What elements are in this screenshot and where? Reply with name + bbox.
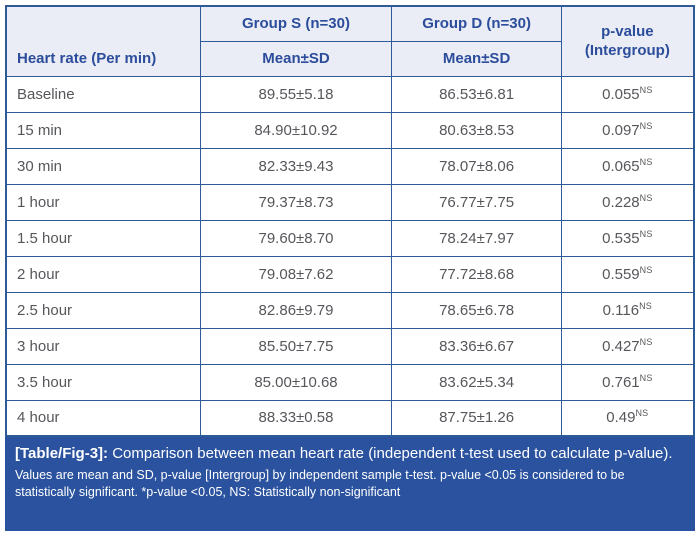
- group-d-value: 76.77±7.75: [391, 183, 562, 221]
- p-value-header-line1: p-value: [601, 22, 654, 40]
- ns-superscript: NS: [639, 156, 653, 167]
- p-value-cell: 0.116NS: [560, 291, 695, 329]
- p-value-cell: 0.49NS: [560, 399, 695, 437]
- ns-superscript: NS: [639, 336, 653, 347]
- p-value: 0.535: [602, 229, 640, 247]
- table-row-4hour: 4 hour 88.33±0.58 87.75±1.26 0.49NS: [5, 399, 695, 437]
- group-d-value: 77.72±8.68: [391, 255, 562, 293]
- group-s-value: 85.00±10.68: [199, 363, 393, 401]
- p-value: 0.228: [602, 193, 640, 211]
- ns-superscript: NS: [639, 84, 653, 95]
- group-d-value: 87.75±1.26: [391, 399, 562, 437]
- group-s-value: 79.60±8.70: [199, 219, 393, 257]
- group-s-value: 88.33±0.58: [199, 399, 393, 437]
- p-value: 0.559: [602, 265, 640, 283]
- p-value-cell: 0.761NS: [560, 363, 695, 401]
- row-label: 3 hour: [5, 327, 201, 365]
- ns-superscript: NS: [639, 192, 653, 203]
- caption-text: Comparison between mean heart rate (inde…: [108, 445, 673, 462]
- table-row-1hour: 1 hour 79.37±8.73 76.77±7.75 0.228NS: [5, 183, 695, 221]
- group-d-value: 78.24±7.97: [391, 219, 562, 257]
- table-row-1-5hour: 1.5 hour 79.60±8.70 78.24±7.97 0.535NS: [5, 219, 695, 257]
- group-d-value: 86.53±6.81: [391, 75, 562, 113]
- p-value-cell: 0.055NS: [560, 75, 695, 113]
- row-label: 1.5 hour: [5, 219, 201, 257]
- p-value-cell: 0.559NS: [560, 255, 695, 293]
- group-d-value: 83.62±5.34: [391, 363, 562, 401]
- table-row-baseline: Baseline 89.55±5.18 86.53±6.81 0.055NS: [5, 75, 695, 113]
- group-s-value: 85.50±7.75: [199, 327, 393, 365]
- row-label: 3.5 hour: [5, 363, 201, 401]
- group-s-value: 79.08±7.62: [199, 255, 393, 293]
- group-s-value: 82.33±9.43: [199, 147, 393, 185]
- column-header-heart-rate: Heart rate (Per min): [5, 5, 201, 77]
- p-value: 0.097: [602, 121, 640, 139]
- ns-superscript: NS: [639, 300, 653, 311]
- caption-label: [Table/Fig-3]:: [15, 445, 109, 462]
- subheader-mean-sd-d: Mean±SD: [391, 40, 562, 77]
- p-value: 0.427: [602, 337, 640, 355]
- row-label: 15 min: [5, 111, 201, 149]
- ns-superscript: NS: [635, 408, 649, 419]
- p-value-cell: 0.097NS: [560, 111, 695, 149]
- p-value-header-line2: (Intergroup): [584, 42, 670, 60]
- ns-superscript: NS: [639, 264, 653, 275]
- p-value-cell: 0.535NS: [560, 219, 695, 257]
- table-row-30min: 30 min 82.33±9.43 78.07±8.06 0.065NS: [5, 147, 695, 185]
- header-row-1: Heart rate (Per min) Group S (n=30) Grou…: [5, 5, 695, 77]
- subheader-mean-sd-s: Mean±SD: [199, 40, 393, 77]
- table-caption: [Table/Fig-3]: Comparison between mean h…: [15, 444, 685, 464]
- p-value: 0.055: [602, 85, 640, 103]
- row-label: 2 hour: [5, 255, 201, 293]
- group-d-value: 78.65±6.78: [391, 291, 562, 329]
- p-value: 0.761: [602, 373, 640, 391]
- p-value-cell: 0.065NS: [560, 147, 695, 185]
- ns-superscript: NS: [639, 228, 653, 239]
- row-label: 30 min: [5, 147, 201, 185]
- column-header-group-s: Group S (n=30): [199, 5, 393, 42]
- p-value: 0.49: [606, 409, 636, 427]
- table-row-2-5hour: 2.5 hour 82.86±9.79 78.65±6.78 0.116NS: [5, 291, 695, 329]
- p-value-cell: 0.228NS: [560, 183, 695, 221]
- group-s-value: 82.86±9.79: [199, 291, 393, 329]
- table-row-3hour: 3 hour 85.50±7.75 83.36±6.67 0.427NS: [5, 327, 695, 365]
- p-value-cell: 0.427NS: [560, 327, 695, 365]
- heart-rate-comparison-table: Heart rate (Per min) Group S (n=30) Grou…: [5, 5, 695, 437]
- table-row-15min: 15 min 84.90±10.92 80.63±8.53 0.097NS: [5, 111, 695, 149]
- row-label: 1 hour: [5, 183, 201, 221]
- table-row-3-5hour: 3.5 hour 85.00±10.68 83.62±5.34 0.761NS: [5, 363, 695, 401]
- table-footnote: Values are mean and SD, p-value [Intergr…: [15, 467, 625, 500]
- header-row-2: Mean±SD Mean±SD: [6, 40, 694, 77]
- table-body: Baseline 89.55±5.18 86.53±6.81 0.055NS 1…: [5, 75, 695, 437]
- ns-superscript: NS: [639, 120, 653, 131]
- row-label: 4 hour: [5, 399, 201, 437]
- group-d-value: 80.63±8.53: [391, 111, 562, 149]
- table-row-2hour: 2 hour 79.08±7.62 77.72±8.68 0.559NS: [5, 255, 695, 293]
- column-header-p-value: p-value (Intergroup): [560, 5, 695, 77]
- group-s-value: 79.37±8.73: [199, 183, 393, 221]
- group-s-value: 89.55±5.18: [199, 75, 393, 113]
- group-d-value: 78.07±8.06: [391, 147, 562, 185]
- group-s-value: 84.90±10.92: [199, 111, 393, 149]
- p-value: 0.065: [602, 157, 640, 175]
- row-label: Baseline: [5, 75, 201, 113]
- p-value: 0.116: [602, 301, 640, 319]
- group-d-value: 83.36±6.67: [391, 327, 562, 365]
- row-label: 2.5 hour: [5, 291, 201, 329]
- table-header: Heart rate (Per min) Group S (n=30) Grou…: [5, 5, 695, 77]
- table-caption-band: [Table/Fig-3]: Comparison between mean h…: [5, 437, 695, 531]
- column-header-group-d: Group D (n=30): [391, 5, 562, 42]
- ns-superscript: NS: [639, 372, 653, 383]
